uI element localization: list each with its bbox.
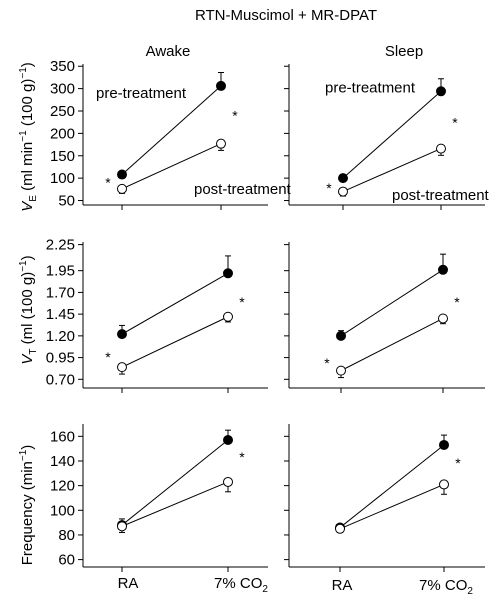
y-tick-label: 140 — [50, 453, 75, 470]
data-point-pre — [336, 330, 346, 341]
significance-star: * — [105, 349, 111, 365]
data-point-pre — [117, 329, 127, 340]
column-label-awake: Awake — [146, 43, 191, 60]
y-tick-label: 120 — [50, 478, 75, 495]
y-tick-label: 160 — [50, 428, 75, 445]
y-tick-label: 1.70 — [46, 284, 75, 301]
data-point-pre — [338, 173, 348, 184]
series-line-pre — [121, 439, 229, 526]
data-point-pre — [117, 169, 127, 180]
figure-title: RTN-Muscimol + MR-DPAT — [195, 7, 377, 24]
panel-6: * — [284, 424, 485, 572]
ylabel-ve: VE (ml min−1 (100 g)−1) — [18, 62, 39, 212]
series-line-pre — [340, 269, 444, 337]
data-point-post — [436, 143, 446, 154]
series-line-post — [121, 481, 229, 527]
series-line-post — [342, 148, 442, 193]
data-point-post — [438, 313, 448, 324]
y-tick-label: 100 — [50, 502, 75, 519]
significance-star: * — [326, 180, 332, 196]
y-tick-label: 50 — [58, 193, 75, 210]
y-tick-label: 80 — [58, 527, 75, 544]
data-point-post — [117, 183, 127, 194]
series-line-pre — [339, 444, 445, 528]
y-tick-label: 250 — [50, 103, 75, 120]
panel-1: 50 100 150 200 250 300 350 * * pre-treatment post-… — [50, 58, 292, 210]
ylabel-frequency: Frequency (min−1) — [18, 445, 36, 566]
column-label-sleep: Sleep — [385, 43, 423, 60]
y-tick-label: 350 — [50, 58, 75, 75]
data-point-pre — [438, 264, 448, 275]
series-line-post — [339, 483, 445, 530]
significance-star: * — [324, 355, 330, 371]
significance-star: * — [105, 175, 111, 191]
data-point-pre — [436, 86, 446, 97]
significance-star: * — [232, 108, 238, 124]
series-label: post-treatment — [392, 187, 490, 204]
series-label: pre-treatment — [325, 80, 416, 97]
data-point-post — [439, 479, 449, 490]
y-tick-label: 0.95 — [46, 350, 75, 367]
data-point-post — [223, 311, 233, 322]
significance-star: * — [239, 449, 245, 465]
ylabel-vt: VT (ml (100 g)−1) — [18, 255, 39, 364]
y-tick-label: 300 — [50, 81, 75, 98]
significance-star: * — [454, 294, 460, 310]
data-point-post — [117, 362, 127, 373]
series-line-pre — [342, 90, 442, 179]
panel-5: 60 80 100 120 140 160 * — [50, 424, 268, 572]
series-label: post-treatment — [194, 181, 292, 198]
y-tick-label: 2.25 — [46, 237, 75, 254]
y-tick-label: 1.20 — [46, 328, 75, 345]
x-tick-label: 7% CO2 — [419, 577, 473, 597]
data-point-post — [338, 186, 348, 197]
ylabel-ve-dot: · — [25, 199, 29, 213]
data-point-post — [335, 523, 345, 534]
data-point-pre — [439, 439, 449, 450]
significance-star: * — [455, 455, 461, 471]
series-line-post — [121, 316, 229, 368]
y-tick-label: 60 — [58, 552, 75, 569]
data-point-post — [336, 365, 346, 376]
panel-2: * * pre-treatment post-treatment — [284, 64, 490, 210]
significance-star: * — [452, 114, 458, 130]
x-tick-label: 7% CO2 — [214, 575, 268, 595]
y-tick-label: 1.95 — [46, 263, 75, 280]
panel-3: 0.70 0.95 1.20 1.45 1.70 1.95 2.25 * * — [46, 237, 268, 393]
series-label: pre-treatment — [96, 85, 187, 102]
panel-4: ** — [284, 242, 485, 393]
y-tick-label: 0.70 — [46, 371, 75, 388]
y-tick-label: 150 — [50, 148, 75, 165]
y-tick-label: 1.45 — [46, 306, 75, 323]
series-line-pre — [121, 85, 222, 175]
data-point-pre — [223, 268, 233, 279]
data-point-pre — [216, 80, 226, 91]
significance-star: * — [239, 294, 245, 310]
data-point-post — [223, 476, 233, 487]
x-tick-label: RA — [332, 577, 353, 594]
data-point-post — [216, 138, 226, 149]
y-tick-label: 200 — [50, 125, 75, 142]
series-line-post — [121, 143, 222, 190]
y-tick-label: 100 — [50, 170, 75, 187]
data-point-pre — [223, 435, 233, 446]
series-line-pre — [121, 272, 229, 335]
x-tick-label: RA — [118, 575, 139, 592]
series-line-post — [340, 318, 444, 372]
data-point-post — [117, 521, 127, 532]
